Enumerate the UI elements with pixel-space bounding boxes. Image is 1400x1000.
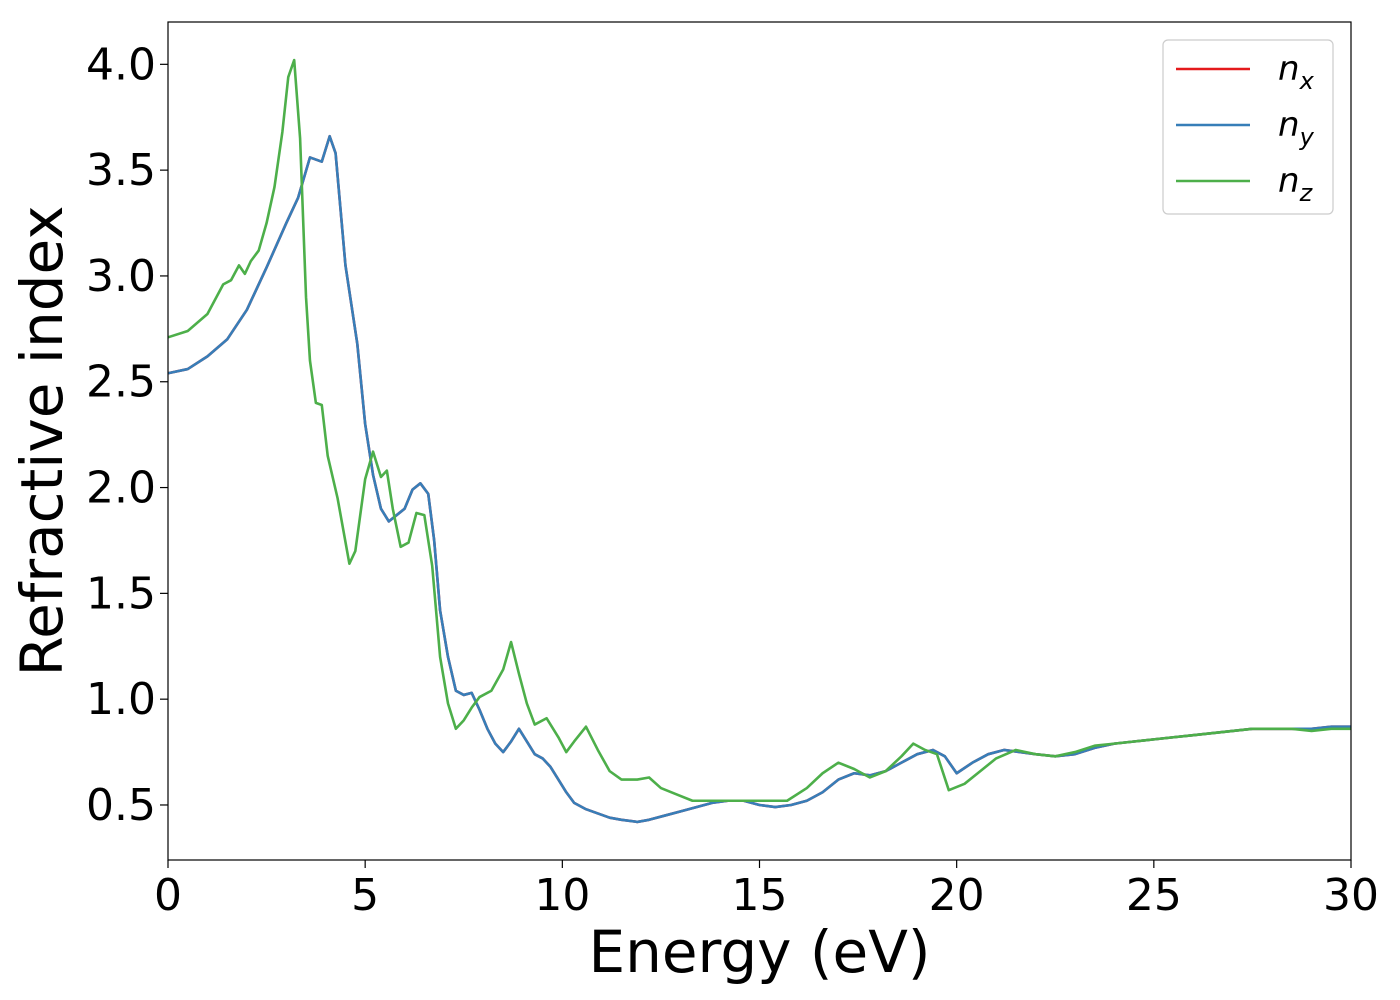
x-tick-label: 5	[351, 870, 379, 921]
x-tick-label: 15	[732, 870, 788, 921]
y-tick-label: 3.5	[86, 145, 156, 196]
x-tick-label: 0	[154, 870, 182, 921]
series-layer	[167, 58, 1351, 824]
legend-entry-y: ny	[1278, 105, 1315, 151]
x-tick-label: 30	[1323, 870, 1379, 921]
x-axis-label: Energy (eV)	[588, 918, 930, 986]
legend-entry-subscript: x	[1299, 67, 1315, 95]
legend-entry-base: n	[1278, 105, 1300, 145]
y-tick-label: 4.0	[86, 39, 156, 90]
y-tick-label: 2.0	[86, 463, 156, 514]
y-tick-label: 1.0	[86, 674, 156, 725]
legend-entry-base: n	[1278, 49, 1300, 89]
y-tick-label: 2.5	[86, 357, 156, 408]
x-tick-label: 10	[534, 870, 590, 921]
y-axis-label: Refractive index	[8, 205, 76, 676]
x-tick-label: 20	[929, 870, 985, 921]
legend-frame	[1162, 39, 1334, 215]
series-line-n-z	[167, 58, 1351, 803]
x-tick-label: 25	[1126, 870, 1182, 921]
y-tick-label: 3.0	[86, 251, 156, 302]
legend-entry-z: nz	[1278, 161, 1314, 207]
legend-entry-subscript: y	[1299, 123, 1315, 151]
legend-entry-subscript: z	[1299, 179, 1314, 207]
legend-entry-x: nx	[1278, 49, 1315, 95]
x-axis-ticks: 0 5 10 15 20 25 30	[154, 860, 1379, 921]
y-tick-label: 0.5	[86, 780, 156, 831]
y-axis-ticks: 0.5 1.0 1.5 2.0 2.5 3.0 3.5 4.0	[86, 39, 168, 831]
y-tick-label: 1.5	[86, 568, 156, 619]
legend-entry-base: n	[1278, 161, 1300, 201]
